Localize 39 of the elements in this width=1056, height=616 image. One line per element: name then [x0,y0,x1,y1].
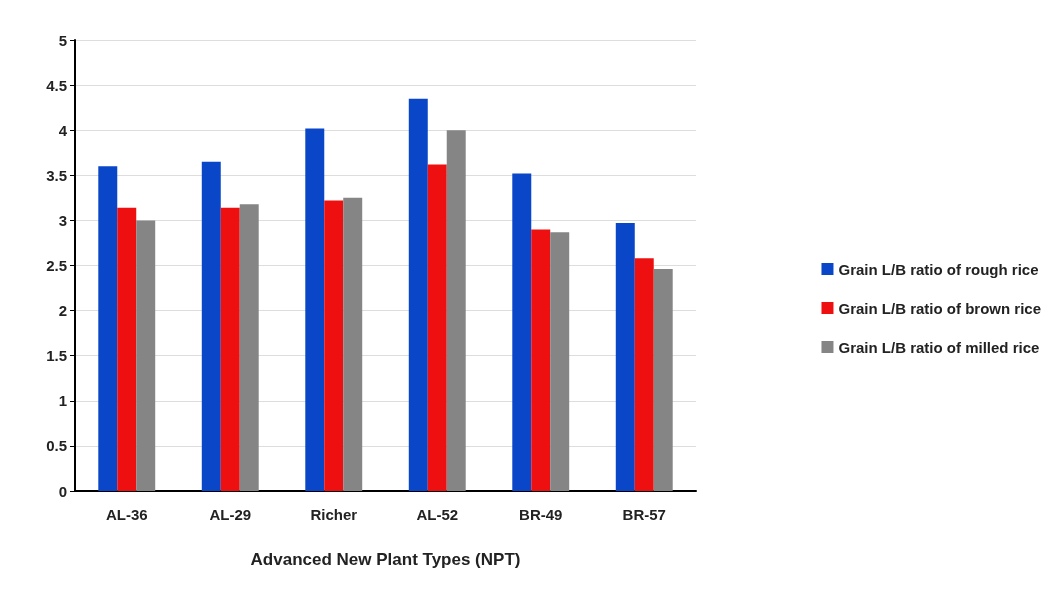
bar [634,258,654,491]
y-tick-label: 4 [58,121,68,139]
x-tick-label: AL-29 [209,506,252,523]
legend-label: Grain L/B ratio of rough rice [838,260,1039,278]
y-tick-label: 3.5 [46,166,67,184]
x-axis-title: Advanced New Plant Types (NPT) [250,550,521,569]
bar [220,207,240,491]
bar [98,166,118,491]
bar [324,200,344,491]
y-tick-label: 0.5 [46,437,67,455]
y-tick-label: 0 [58,482,67,500]
legend-label: Grain L/B ratio of brown rice [838,299,1042,317]
y-tick-label: 1.5 [46,347,67,365]
x-tick-label: BR-57 [622,506,666,523]
x-tick-label: AL-36 [105,506,148,523]
bar [305,128,325,491]
x-tick-label: Richer [310,506,358,523]
y-tick-label: 2 [58,302,67,320]
bar [408,98,428,491]
bar [531,229,551,491]
legend-label: Grain L/B ratio of milled rice [838,338,1040,356]
bar [550,232,570,491]
bar [201,161,221,491]
y-tick-label: 5 [58,31,67,49]
bar [427,164,447,491]
bar [343,197,363,491]
bar [446,130,466,491]
bar [239,204,259,491]
bar [117,207,137,491]
bar [615,223,635,491]
y-tick-label: 2.5 [46,257,67,274]
bar [653,269,673,491]
bar [136,220,156,491]
y-tick-label: 1 [58,392,67,410]
x-tick-label: AL-52 [416,506,459,523]
y-tick-label: 3 [58,211,67,229]
y-tick-label: 4.5 [46,76,67,94]
x-tick-label: BR-49 [519,506,563,523]
bar [512,173,532,491]
